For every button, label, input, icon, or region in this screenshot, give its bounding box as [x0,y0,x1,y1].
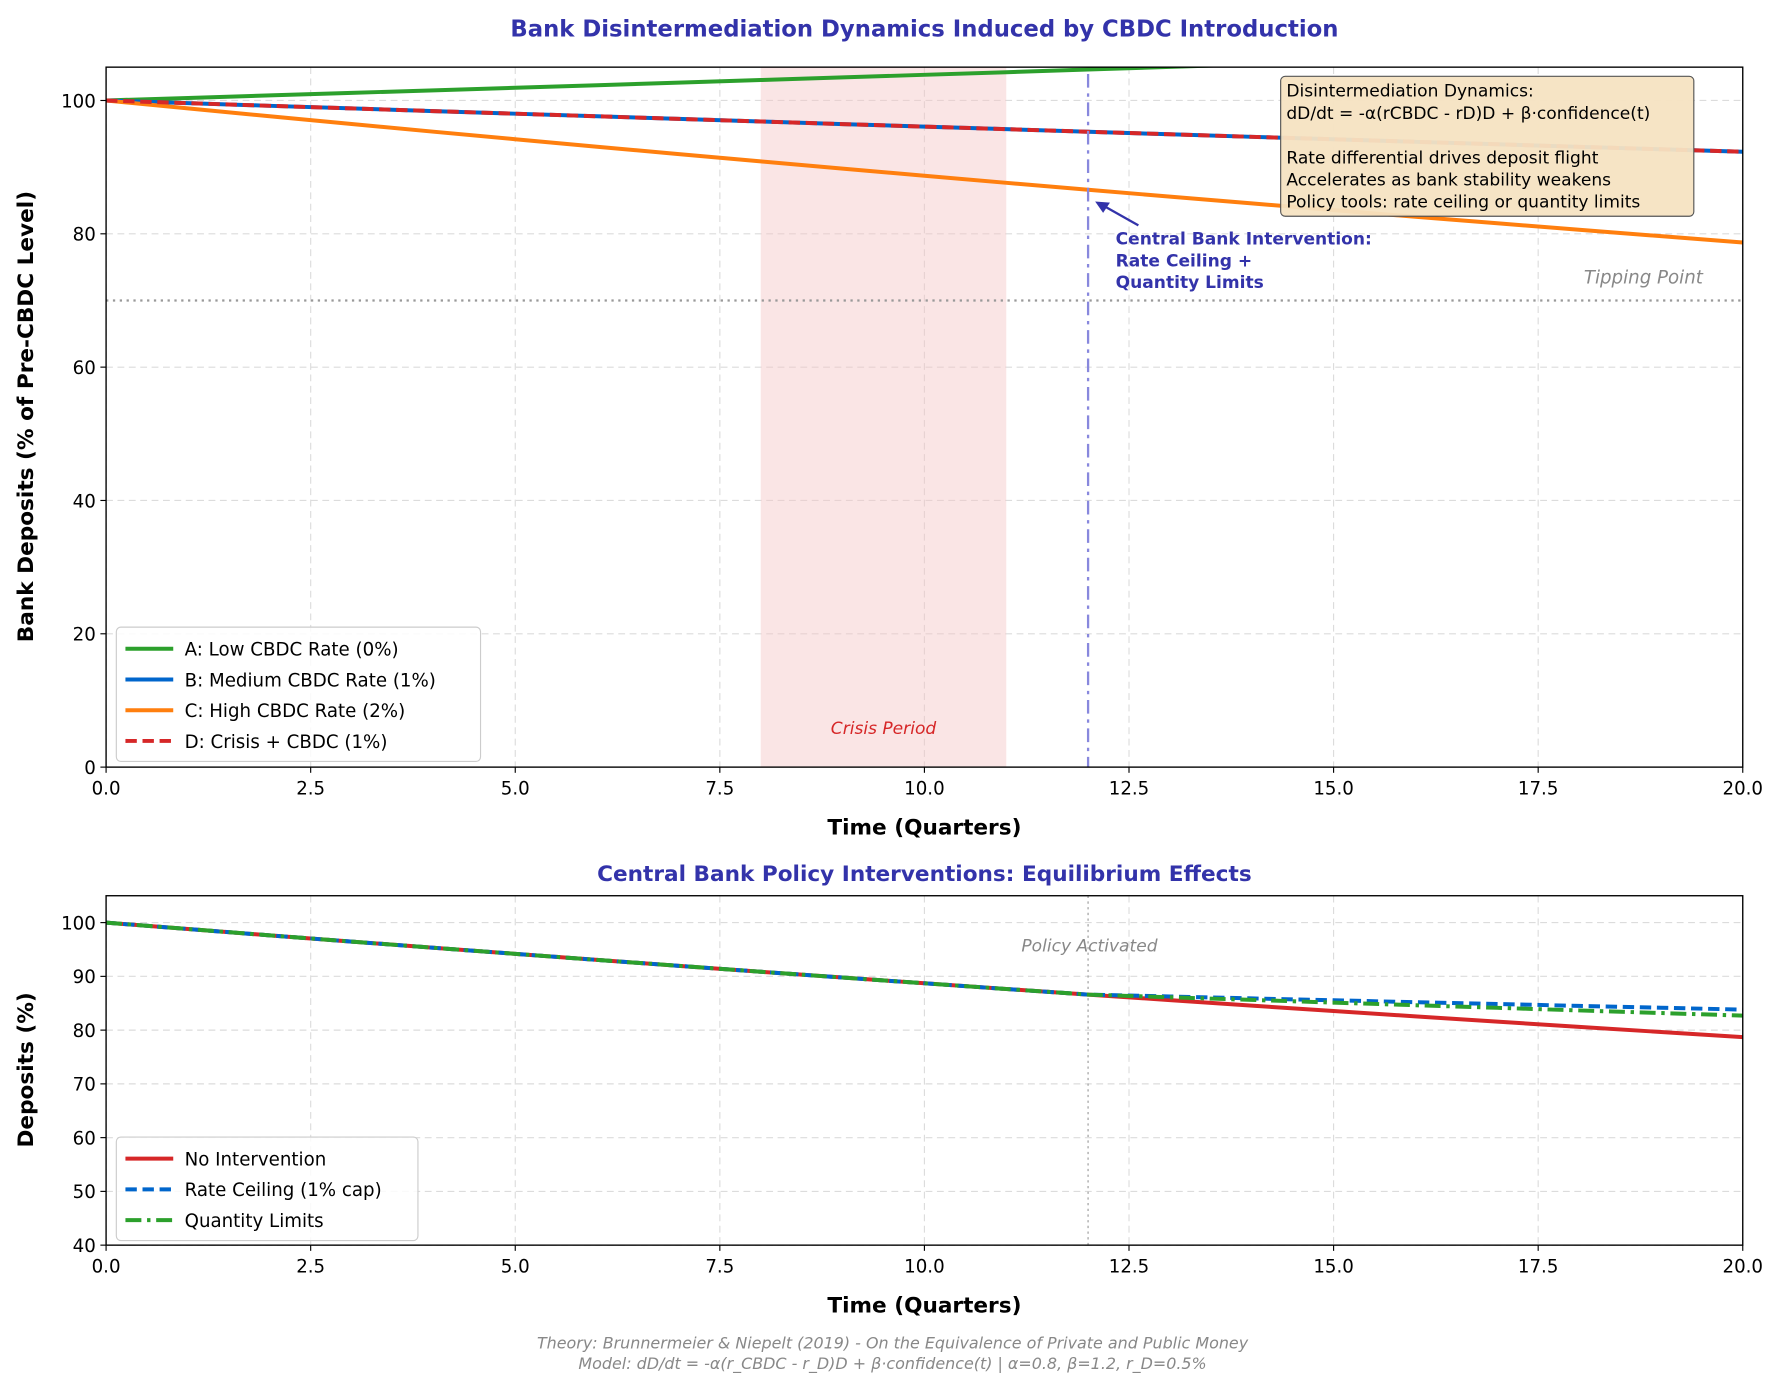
arrow-head-icon [1095,201,1110,213]
y-tick-label: 40 [73,1236,96,1257]
x-tick-label: 0.0 [92,1256,121,1277]
info-box-line: Disintermediation Dynamics: [1286,82,1533,102]
legend-label: D: Crisis + CBDC (1%) [185,732,388,753]
legend-label: Rate Ceiling (1% cap) [185,1180,382,1201]
y-tick-label: 90 [73,967,96,988]
x-tick-label: 7.5 [705,1256,734,1277]
y-tick-label: 80 [73,225,96,246]
y-tick-label: 0 [84,758,96,779]
series-line-2 [106,98,1743,245]
y-axis-label: Bank Deposits (% of Pre-CBDC Level) [14,191,39,642]
series-line-1 [106,920,1743,1012]
legend [115,1136,419,1242]
x-axis-label: Time (Quarters) [827,1293,1021,1318]
top-chart: 0.0 2.5 5.0 7.5 10.0 12.5 15.0 17.5 20.0 0 20 40 60 8… [14,66,1763,840]
y-tick-label: 100 [61,913,96,934]
x-tick-label: 12.5 [1109,778,1150,799]
intervention-label: Rate Ceiling + [1116,251,1253,271]
x-tick-label: 17.5 [1518,778,1559,799]
policy-activated-label: Policy Activated [1021,937,1157,957]
y-axis-label: Deposits (%) [14,992,39,1147]
x-tick-label: 10.0 [904,1256,945,1277]
series-line-0 [106,67,1225,103]
legend-label: A: Low CBDC Rate (0%) [185,640,399,661]
y-tick-label: 80 [73,1021,96,1042]
x-tick-label: 20.0 [1722,1256,1763,1277]
x-tick-label: 15.0 [1313,1256,1354,1277]
crisis-period-shading [760,67,1007,768]
x-tick-label: 2.5 [296,778,325,799]
series-line-2 [106,920,1743,1018]
subplot-title: Central Bank Policy Interventions: Equil… [597,862,1252,887]
crisis-period-label: Crisis Period [831,719,937,739]
x-tick-label: 15.0 [1313,778,1354,799]
y-tick-label: 60 [73,358,96,379]
x-tick-label: 10.0 [904,778,945,799]
info-box-line: Rate differential drives deposit flight [1286,148,1598,168]
legend-label: C: High CBDC Rate (2%) [185,701,406,722]
x-axis-label: Time (Quarters) [827,815,1021,840]
annotation-arrow [1101,203,1139,227]
x-tick-label: 7.5 [705,778,734,799]
y-tick-label: 70 [73,1075,96,1096]
legend [115,626,482,762]
y-tick-label: 100 [61,91,96,112]
legend-label: Quantity Limits [185,1211,324,1232]
y-tick-label: 60 [73,1128,96,1149]
legend-label: B: Medium CBDC Rate (1%) [185,670,436,691]
footer-line-2: Model: dD/dt = -α(r_CBDC - r_D)D + β·con… [578,1354,1206,1374]
tipping-point-label: Tipping Point [1584,267,1704,288]
figure-title: Bank Disintermediation Dynamics Induced … [510,16,1338,42]
plot-frame [105,895,1744,1246]
legend-label: No Intervention [185,1149,327,1170]
x-tick-label: 12.5 [1109,1256,1150,1277]
y-tick-label: 20 [73,625,96,646]
y-tick-label: 40 [73,491,96,512]
y-tick-label: 50 [73,1182,96,1203]
x-tick-label: 5.0 [501,1256,530,1277]
plot-frame [105,66,1744,768]
x-tick-label: 0.0 [92,778,121,799]
x-tick-label: 5.0 [501,778,530,799]
info-box-line: Policy tools: rate ceiling or quantity l… [1286,193,1640,213]
intervention-label: Quantity Limits [1116,273,1264,293]
x-tick-label: 2.5 [296,1256,325,1277]
info-box-line: Accelerates as bank stability weakens [1286,171,1611,191]
x-tick-label: 17.5 [1518,1256,1559,1277]
footer-line-1: Theory: Brunnermeier & Niepelt (2019) - … [537,1334,1249,1353]
intervention-label: Central Bank Intervention: [1116,230,1372,250]
x-tick-label: 20.0 [1722,778,1763,799]
info-box [1280,75,1695,217]
info-box-line: dD/dt = -α(rCBDC - rD)D + β·confidence(t… [1286,104,1650,124]
bottom-chart: 0.0 2.5 5.0 7.5 10.0 12.5 15.0 17.5 20.0 40 50 60 70… [14,862,1763,1318]
